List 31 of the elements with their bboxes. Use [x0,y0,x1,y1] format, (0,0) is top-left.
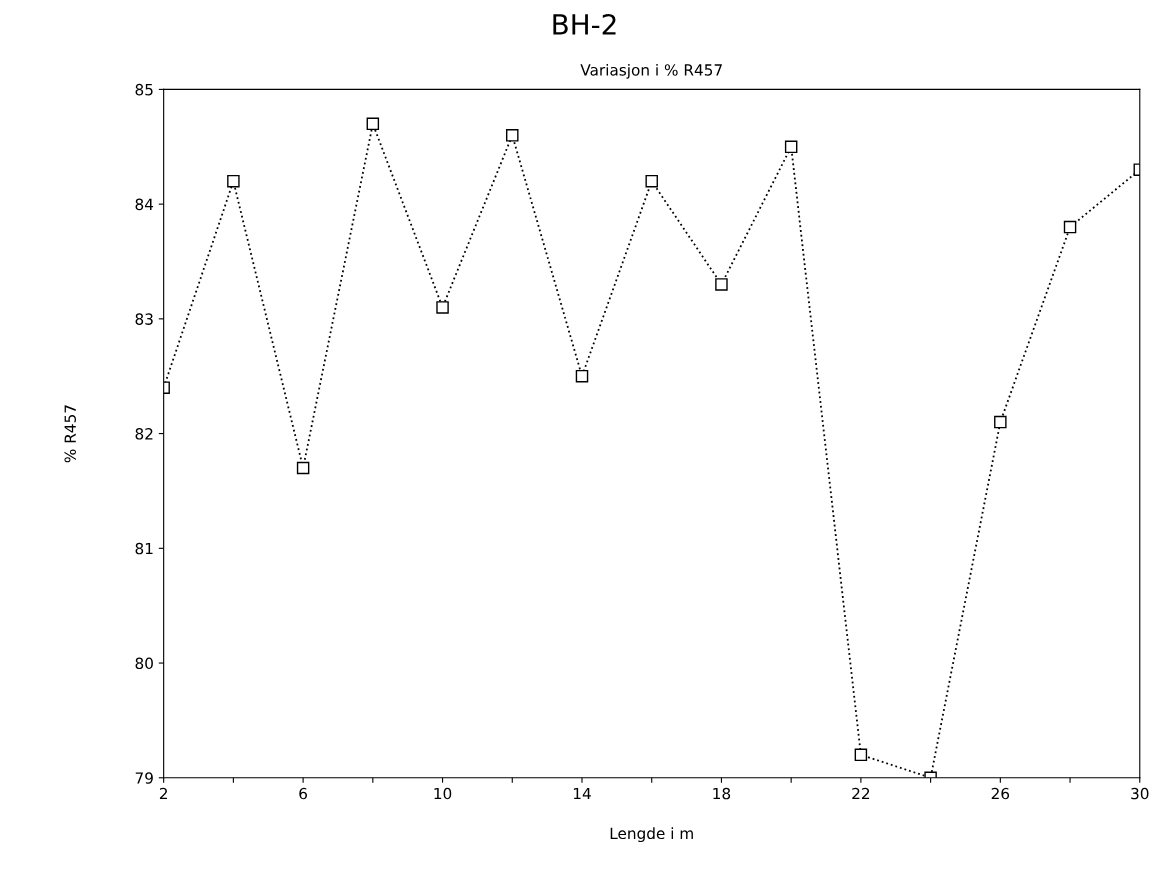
y-tick-label: 84 [135,198,154,211]
point [645,174,658,188]
y-axis-title: % R457 [64,405,76,463]
x-tick-label: 18 [713,787,731,800]
point [366,117,380,131]
chart-title: BH-2 [553,13,616,35]
chart-subtitle: Variasjon i % R457 [580,63,722,79]
y-tick-label: 82 [135,428,153,440]
y-tick-label: 79 [135,772,153,784]
y-tick-label: 80 [135,657,153,670]
x-tick-label: 26 [991,787,1010,800]
x-tick-label: 10 [434,787,452,800]
point [715,278,728,291]
x-axis-title: Lengde i m [610,827,693,843]
x-tick-label: 14 [573,787,591,800]
x-tick-label: 2 [159,787,167,800]
y-tick-label: 81 [135,542,153,555]
point [854,748,868,762]
point [784,140,798,154]
point [575,369,589,383]
point [227,174,240,188]
x-tick-label: 6 [299,787,307,800]
x-tick-label: 22 [852,787,870,800]
point [296,461,310,475]
point [436,301,449,314]
point [994,415,1007,429]
point [1063,220,1077,234]
x-tick-label: 30 [1131,787,1149,800]
point [506,129,519,142]
y-tick-label: 85 [135,83,153,96]
y-tick-label: 83 [135,313,153,325]
